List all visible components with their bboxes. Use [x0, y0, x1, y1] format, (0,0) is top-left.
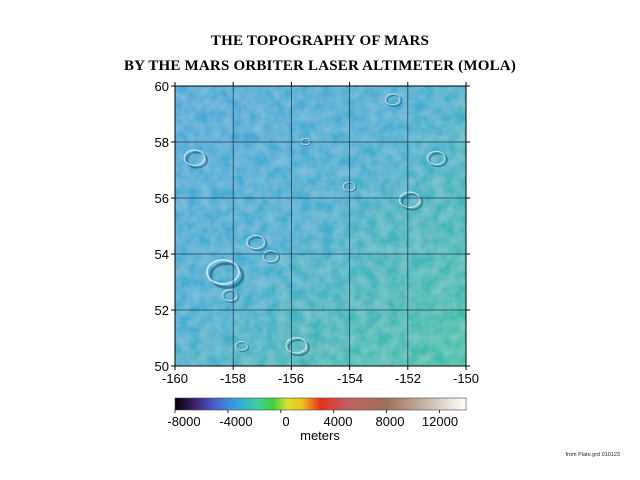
colorbar-tick-label: -8000	[167, 414, 201, 429]
crater	[205, 259, 245, 289]
map-subtitle: BY THE MARS ORBITER LASER ALTIMETER (MOL…	[123, 58, 517, 74]
crater	[398, 191, 424, 211]
crater	[183, 149, 208, 169]
crater	[300, 137, 312, 147]
x-tick-label: -156	[277, 371, 305, 386]
crater	[426, 150, 448, 168]
colorbar-tick-label: -4000	[219, 414, 253, 429]
map-grid	[175, 86, 466, 366]
elevation-colorbar	[174, 397, 467, 413]
colorbar-unit-label: meters	[300, 428, 340, 443]
y-tick-label: 60	[154, 79, 169, 94]
crater	[221, 289, 240, 303]
crater	[285, 337, 310, 357]
crater	[262, 250, 281, 264]
colorbar-tick-label: 4000	[323, 414, 353, 429]
crater	[384, 93, 403, 107]
crater	[246, 234, 268, 252]
x-tick-label: -152	[394, 371, 422, 386]
colorbar-ticks	[174, 410, 440, 413]
x-tick-label: -154	[336, 371, 364, 386]
y-tick-label: 58	[154, 135, 169, 150]
y-tick-label: 54	[154, 247, 169, 262]
terrain-texture	[175, 86, 466, 366]
map-border	[174, 85, 467, 367]
crater	[235, 341, 250, 352]
x-tick-label: -150	[452, 371, 480, 386]
colorbar-bar	[174, 397, 467, 411]
x-tick-label: -158	[219, 371, 247, 386]
source-note: from Plate.grd 010123	[565, 452, 620, 458]
colorbar-tick-label: 8000	[375, 414, 405, 429]
map-title: THE TOPOGRAPHY OF MARS	[210, 33, 430, 49]
x-tick-label: -160	[161, 371, 189, 386]
crater-layer	[183, 93, 448, 357]
crater	[342, 181, 357, 193]
y-tick-label: 56	[154, 191, 169, 206]
colorbar-tick-label: 0	[282, 414, 290, 429]
colorbar-tick-label: 12000	[421, 414, 459, 429]
y-tick-label: 52	[154, 303, 169, 318]
axis-ticks	[171, 82, 470, 370]
y-tick-label: 50	[154, 359, 169, 374]
